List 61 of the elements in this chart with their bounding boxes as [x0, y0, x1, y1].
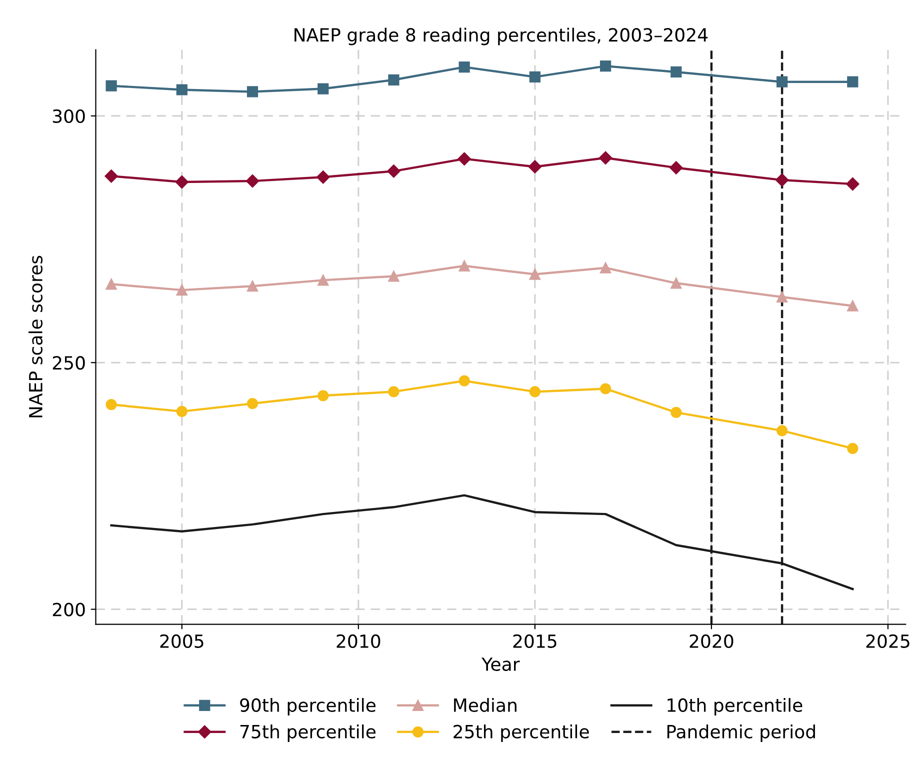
x-tick-label: 2005 [160, 634, 204, 648]
point [598, 151, 612, 164]
point [600, 60, 612, 72]
legend-label: Pandemic period [667, 724, 815, 742]
y-tick-label: 200 [52, 602, 85, 616]
point [176, 84, 188, 96]
point [175, 175, 188, 189]
point [776, 76, 788, 88]
point [600, 262, 612, 274]
point [529, 386, 540, 398]
point [775, 173, 789, 187]
point [847, 76, 858, 88]
point [388, 270, 400, 282]
point [106, 278, 117, 290]
point [176, 406, 188, 417]
x-tick-label: 2025 [866, 634, 910, 648]
point [458, 375, 470, 386]
point [670, 66, 682, 78]
point [388, 74, 400, 86]
point [318, 274, 329, 286]
point [104, 170, 118, 183]
legend-label: 10th percentile [668, 698, 802, 716]
point [670, 278, 682, 289]
legend-label: Median [454, 698, 516, 712]
chart-title: NAEP grade 8 reading percentiles, 2003–2024 [294, 28, 708, 46]
point [246, 398, 258, 410]
point [246, 174, 260, 188]
point [458, 152, 471, 166]
point [316, 170, 330, 184]
y-axis-title: NAEP scale scores [28, 256, 43, 418]
point [776, 425, 788, 436]
y-tick-label: 250 [52, 356, 85, 370]
x-axis-title: Year [482, 658, 520, 672]
point [106, 398, 117, 410]
point [847, 442, 858, 454]
point [529, 268, 540, 280]
point [106, 80, 117, 92]
x-tick-label: 2010 [336, 634, 380, 648]
point [458, 62, 470, 73]
x-tick-label: 2020 [690, 634, 734, 648]
point [246, 280, 258, 292]
point [528, 160, 542, 174]
legend-label: 25th percentile [454, 724, 589, 742]
point [846, 177, 860, 191]
point [387, 164, 400, 178]
point [176, 284, 188, 296]
x-tick-label: 2015 [513, 634, 556, 648]
point [776, 291, 788, 303]
point [600, 383, 612, 394]
legend-label: 75th percentile [240, 724, 376, 742]
y-tick-label: 300 [52, 109, 85, 124]
point [388, 386, 400, 398]
point [670, 161, 683, 174]
point [529, 71, 540, 82]
point [847, 300, 858, 312]
point [318, 390, 329, 402]
point [458, 260, 470, 272]
point [318, 83, 329, 94]
point [670, 406, 682, 418]
legend-label: 90th percentile [240, 698, 376, 716]
point [246, 86, 258, 98]
